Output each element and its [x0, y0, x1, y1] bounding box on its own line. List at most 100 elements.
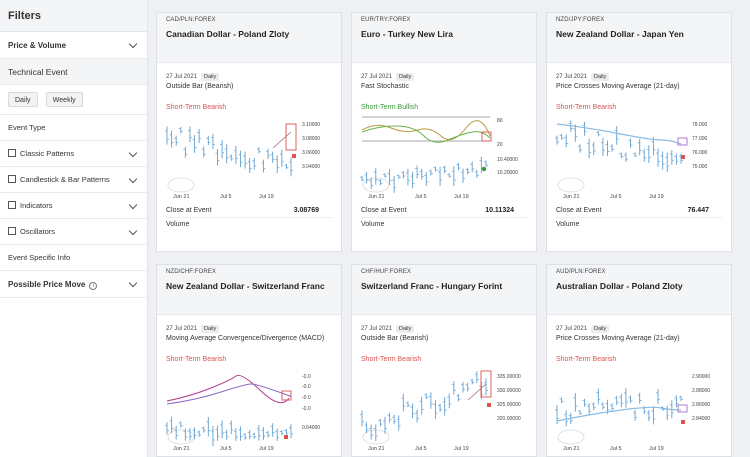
chevron-down-icon[interactable]: [128, 174, 138, 184]
stoch-k-line: [361, 120, 491, 141]
x-tick-label: Jun 21: [173, 446, 190, 452]
x-tick-label: Jul 19: [649, 194, 664, 200]
checkbox[interactable]: [8, 201, 16, 209]
volume-label: Volume: [361, 221, 385, 228]
card-header[interactable]: EUR/TRY:FOREX Euro - Turkey New Lira: [352, 13, 536, 63]
event-marker-box: [480, 370, 492, 398]
x-tick-label: Jul 5: [415, 194, 427, 200]
card-header[interactable]: AUD/PLN:FOREX Australian Dollar - Poland…: [547, 265, 731, 315]
event-card[interactable]: AUD/PLN:FOREX Australian Dollar - Poland…: [546, 264, 732, 457]
card-symbol: NZD/JPY:FOREX: [556, 17, 605, 23]
trend-line: [467, 383, 487, 401]
card-title[interactable]: New Zealand Dollar - Japan Yen: [556, 29, 684, 39]
signal-label: Short-Term Bearish: [556, 104, 617, 111]
event-date: 27 Jul 2021: [166, 326, 198, 332]
y-tick-label: 3.10000: [302, 122, 320, 128]
mini-chart[interactable]: 80 20 10.40000 10.20000 Jun 21 Jul 5 Jul 19: [356, 114, 534, 201]
mini-chart[interactable]: 78.000 77.000 76.000 75.000 Jun 21 Jul 5 Jul 1…: [551, 114, 729, 201]
event-marker-box: [677, 137, 688, 146]
info-icon[interactable]: i: [89, 282, 98, 290]
chevron-down-icon[interactable]: [128, 148, 138, 158]
x-tick-label: Jun 21: [368, 194, 385, 200]
card-header[interactable]: CAD/PLN:FOREX Canadian Dollar - Poland Z…: [157, 13, 341, 63]
divider: [556, 217, 722, 218]
card-title[interactable]: Australian Dollar - Poland Zloty: [556, 281, 683, 291]
event-marker-box: [281, 390, 292, 401]
stoch-d-line: [361, 125, 491, 143]
event-card[interactable]: CAD/PLN:FOREX Canadian Dollar - Poland Z…: [156, 12, 342, 252]
daily-button[interactable]: Daily: [8, 92, 38, 107]
card-header[interactable]: NZD/JPY:FOREX New Zealand Dollar - Japan…: [547, 13, 731, 63]
price-volume-label: Price & Volume: [8, 41, 67, 50]
x-tick-label: Jul 5: [220, 446, 232, 452]
event-dot: [487, 403, 491, 407]
card-symbol: AUD/PLN:FOREX: [556, 269, 606, 275]
signal-label: Short-Term Bearish: [166, 104, 227, 111]
signal-label: Short-Term Bearish: [166, 356, 227, 363]
y-tick-label: -0.0: [302, 395, 311, 401]
x-tick-label: Jul 5: [415, 446, 427, 452]
card-symbol: EUR/TRY:FOREX: [361, 17, 411, 23]
watermark-logo: [557, 429, 585, 445]
checkbox[interactable]: [8, 175, 16, 183]
y-tick-label: 2.90000: [692, 374, 710, 380]
chevron-down-icon[interactable]: [128, 226, 138, 236]
card-title[interactable]: Canadian Dollar - Poland Zloty: [166, 29, 290, 39]
checkbox-label: Oscillators: [20, 227, 56, 236]
event-dot: [284, 435, 288, 439]
card-title[interactable]: Switzerland Franc - Hungary Forint: [361, 281, 503, 291]
mini-chart[interactable]: 335.00000 330.00000 325.00000 320.00000 Jun …: [356, 366, 534, 453]
x-tick-label: Jun 21: [563, 446, 580, 452]
y-tick-label: 2.84000: [692, 416, 710, 422]
signal-line: [166, 383, 292, 405]
possible-price-move-label: Possible Price Move: [8, 280, 86, 289]
y-tick-label: 330.00000: [497, 388, 521, 394]
chart-svg: 78.000 77.000 76.000 75.000 Jun 21 Jul 5 Jul 1…: [555, 120, 708, 200]
macd-line: [166, 374, 290, 404]
event-date: 27 Jul 2021: [556, 326, 588, 332]
card-symbol: CAD/PLN:FOREX: [166, 17, 216, 23]
y-tick-label: 3.04000: [302, 164, 320, 170]
event-card[interactable]: CHF/HUF:FOREX Switzerland Franc - Hungar…: [351, 264, 537, 457]
card-title[interactable]: Euro - Turkey New Lira: [361, 29, 453, 39]
event-card[interactable]: NZD/CHF:FOREX New Zealand Dollar - Switz…: [156, 264, 342, 457]
event-date: 27 Jul 2021: [166, 74, 198, 80]
chevron-down-icon[interactable]: [128, 200, 138, 210]
card-symbol: NZD/CHF:FOREX: [166, 269, 216, 275]
y-tick-label: 335.00000: [497, 374, 521, 380]
weekly-button[interactable]: Weekly: [45, 92, 83, 107]
moving-average-line: [556, 406, 682, 422]
card-meta: 27 Jul 2021 Daily: [352, 63, 536, 81]
card-meta: 27 Jul 2021 Daily: [547, 63, 731, 81]
checkbox[interactable]: [8, 149, 16, 157]
close-value: 10.11324: [485, 207, 514, 214]
possible-price-move-section[interactable]: Possible Price Move i: [0, 271, 147, 298]
mini-chart[interactable]: -0.0 -0.0 -0.0 -0.0 0.64000 Jun 21 Jul 5 Jul 19: [161, 366, 339, 453]
close-value: 3.08769: [293, 207, 319, 214]
filter-indicators[interactable]: Indicators: [0, 193, 147, 219]
card-header[interactable]: CHF/HUF:FOREX Switzerland Franc - Hungar…: [352, 265, 536, 315]
event-card[interactable]: NZD/JPY:FOREX New Zealand Dollar - Japan…: [546, 12, 732, 252]
event-date: 27 Jul 2021: [361, 326, 393, 332]
event-marker-box: [285, 123, 297, 151]
y-tick-label: 78.000: [692, 122, 708, 128]
x-tick-label: Jul 19: [454, 194, 469, 200]
y-tick-label: 10.40000: [497, 157, 518, 163]
filter-classic-patterns[interactable]: Classic Patterns: [0, 141, 147, 167]
checkbox[interactable]: [8, 227, 16, 235]
price-volume-section[interactable]: Price & Volume: [0, 32, 147, 59]
x-tick-label: Jul 19: [259, 446, 274, 452]
card-title[interactable]: New Zealand Dollar - Switzerland Franc: [166, 281, 325, 291]
event-pattern: Price Crosses Moving Average (21-day): [556, 83, 680, 90]
mini-chart[interactable]: 2.90000 2.88000 2.86000 2.84000 Jun 21 Jul 5 J…: [551, 366, 729, 453]
y-tick-label: 2.88000: [692, 388, 710, 394]
mini-chart[interactable]: 3.10000 3.08000 3.06000 3.04000 Jun 21 Jul 5 J…: [161, 114, 339, 201]
filter-oscillators[interactable]: Oscillators: [0, 219, 147, 245]
chevron-down-icon: [128, 278, 138, 288]
card-header[interactable]: NZD/CHF:FOREX New Zealand Dollar - Switz…: [157, 265, 341, 315]
signal-label: Short-Term Bullish: [361, 104, 419, 111]
event-card[interactable]: EUR/TRY:FOREX Euro - Turkey New Lira 27 …: [351, 12, 537, 252]
chart-svg: -0.0 -0.0 -0.0 -0.0 0.64000 Jun 21 Jul 5 Jul 19: [165, 374, 320, 452]
divider: [361, 217, 527, 218]
filter-candlestick-patterns[interactable]: Candlestick & Bar Patterns: [0, 167, 147, 193]
